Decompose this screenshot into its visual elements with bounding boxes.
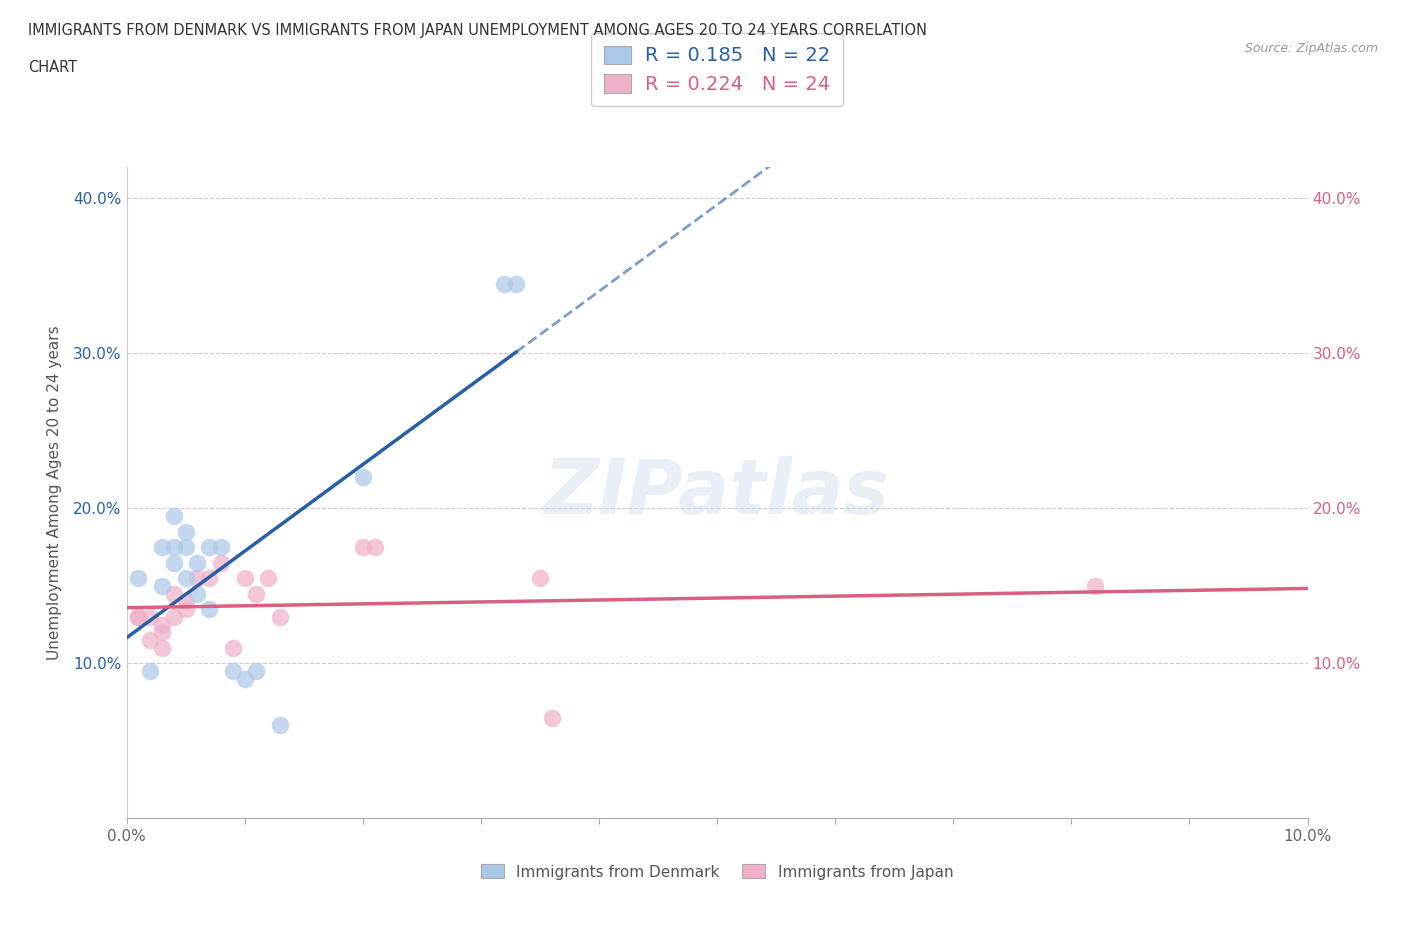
Legend: Immigrants from Denmark, Immigrants from Japan: Immigrants from Denmark, Immigrants from… xyxy=(475,858,959,885)
Point xyxy=(150,539,173,554)
Point xyxy=(233,671,256,686)
Point xyxy=(222,641,245,656)
Point xyxy=(198,602,221,617)
Text: CHART: CHART xyxy=(28,60,77,75)
Text: IMMIGRANTS FROM DENMARK VS IMMIGRANTS FROM JAPAN UNEMPLOYMENT AMONG AGES 20 TO 2: IMMIGRANTS FROM DENMARK VS IMMIGRANTS FR… xyxy=(28,23,927,38)
Point xyxy=(198,539,221,554)
Point xyxy=(163,609,186,624)
Point xyxy=(150,578,173,593)
Point xyxy=(269,718,291,733)
Point xyxy=(174,571,197,586)
Point xyxy=(139,609,162,624)
Point xyxy=(127,609,149,624)
Y-axis label: Unemployment Among Ages 20 to 24 years: Unemployment Among Ages 20 to 24 years xyxy=(46,326,62,660)
Point xyxy=(222,664,245,679)
Point xyxy=(352,539,374,554)
Point xyxy=(150,618,173,632)
Text: Source: ZipAtlas.com: Source: ZipAtlas.com xyxy=(1244,42,1378,55)
Point xyxy=(139,664,162,679)
Point xyxy=(257,571,280,586)
Point xyxy=(163,539,186,554)
Point xyxy=(245,586,267,601)
Point xyxy=(540,711,562,725)
Point xyxy=(505,276,527,291)
Point xyxy=(209,539,232,554)
Point xyxy=(1084,578,1107,593)
Point xyxy=(494,276,516,291)
Point xyxy=(163,586,186,601)
Point xyxy=(150,625,173,640)
Point xyxy=(150,641,173,656)
Point xyxy=(174,602,197,617)
Point xyxy=(186,571,208,586)
Point xyxy=(163,509,186,524)
Point xyxy=(209,555,232,570)
Point xyxy=(233,571,256,586)
Point xyxy=(127,571,149,586)
Point xyxy=(174,594,197,609)
Point xyxy=(245,664,267,679)
Point xyxy=(269,609,291,624)
Point xyxy=(163,555,186,570)
Point xyxy=(198,571,221,586)
Point xyxy=(529,571,551,586)
Point xyxy=(186,555,208,570)
Point xyxy=(174,525,197,539)
Point xyxy=(186,586,208,601)
Point xyxy=(363,539,385,554)
Point xyxy=(352,470,374,485)
Point xyxy=(127,609,149,624)
Point xyxy=(174,539,197,554)
Point xyxy=(139,632,162,647)
Text: ZIPatlas: ZIPatlas xyxy=(544,456,890,530)
